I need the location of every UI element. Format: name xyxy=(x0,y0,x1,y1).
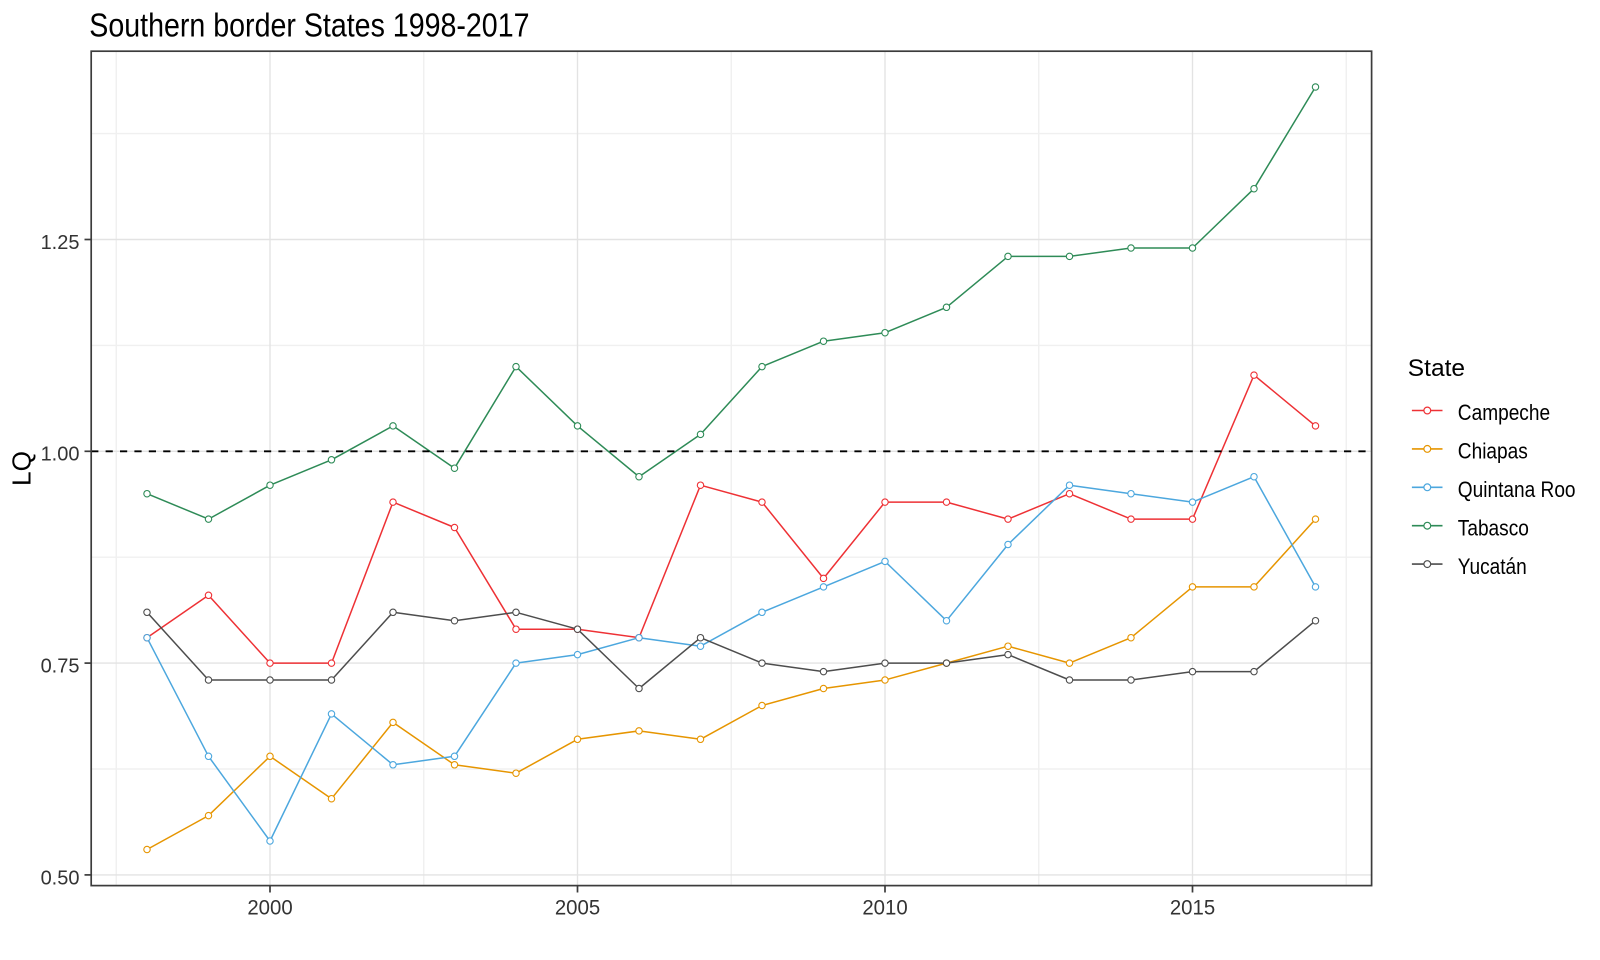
svg-text:Quintana Roo: Quintana Roo xyxy=(1458,478,1576,503)
svg-text:Southern border States 1998-20: Southern border States 1998-2017 xyxy=(89,6,529,44)
svg-text:State: State xyxy=(1408,355,1465,382)
svg-text:2000: 2000 xyxy=(247,896,292,919)
svg-text:Yucatán: Yucatán xyxy=(1458,554,1527,579)
svg-text:LQ: LQ xyxy=(7,451,37,486)
svg-text:Campeche: Campeche xyxy=(1458,401,1550,426)
svg-text:Tabasco: Tabasco xyxy=(1458,516,1529,541)
svg-text:2010: 2010 xyxy=(862,896,907,919)
svg-text:Chiapas: Chiapas xyxy=(1458,439,1528,464)
svg-text:1.25: 1.25 xyxy=(41,232,80,254)
svg-text:2005: 2005 xyxy=(555,896,600,919)
svg-text:2015: 2015 xyxy=(1170,896,1215,919)
svg-text:1.00: 1.00 xyxy=(41,444,80,466)
svg-text:0.75: 0.75 xyxy=(41,656,80,678)
svg-text:0.50: 0.50 xyxy=(41,867,80,889)
